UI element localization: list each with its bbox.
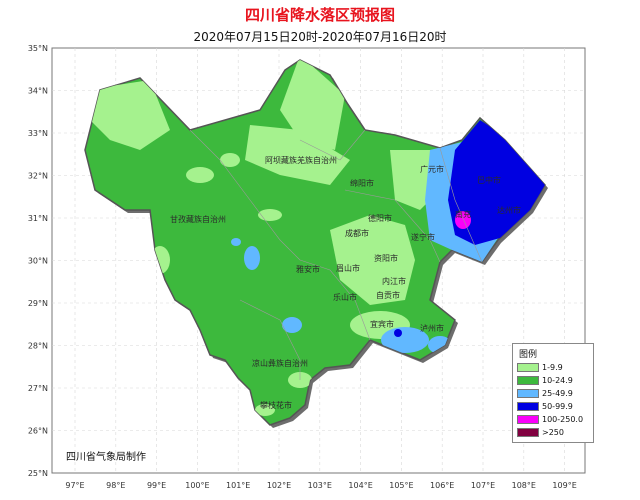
legend-title: 图例 [519, 350, 538, 360]
city-label: 攀枝花市 [260, 400, 292, 410]
lon-tick-label: 101°E [226, 481, 250, 490]
legend-swatch [517, 401, 539, 411]
legend-item: 1-9.9 [517, 362, 563, 372]
lon-tick-label: 102°E [267, 481, 291, 490]
lat-tick-label: 32°N [28, 172, 48, 181]
lon-tick-label: 99°E [147, 481, 166, 490]
legend-label: 100-250.0 [542, 414, 584, 424]
city-label: 内江市 [382, 276, 406, 286]
lon-tick-label: 108°E [512, 481, 536, 490]
credit-text: 四川省气象局制作 [66, 452, 146, 463]
city-label: 泸州市 [420, 323, 444, 333]
rain-zone-50-99.9 [394, 120, 545, 337]
lon-tick-label: 109°E [552, 481, 576, 490]
lon-tick-label: 98°E [106, 481, 125, 490]
city-label: 自贡市 [376, 290, 400, 300]
lon-tick-label: 100°E [185, 481, 209, 490]
lon-tick-label: 106°E [430, 481, 454, 490]
city-label: 凉山彝族自治州 [252, 358, 308, 368]
city-label: 雅安市 [296, 264, 320, 274]
latitude-ticks: 35°N 34°N 33°N 32°N 31°N 30°N 29°N 28°N 27°N 26°N… [28, 44, 48, 478]
legend-swatch [517, 388, 539, 398]
legend-swatch [517, 427, 539, 437]
city-label: 成都市 [345, 228, 369, 238]
lat-tick-label: 26°N [28, 427, 48, 436]
city-label: 遂宁市 [411, 232, 435, 242]
lat-tick-label: 31°N [28, 214, 48, 223]
lon-tick-label: 104°E [348, 481, 372, 490]
city-label: 乐山市 [333, 292, 357, 302]
lat-tick-label: 30°N [28, 257, 48, 266]
lon-tick-label: 97°E [65, 481, 84, 490]
rain-zone-100-250 [455, 211, 471, 229]
legend-swatch [517, 362, 539, 372]
lat-tick-label: 34°N [28, 87, 48, 96]
city-label: 德阳市 [368, 213, 392, 223]
city-label: 阿坝藏族羌族自治州 [265, 155, 337, 165]
lat-tick-label: 29°N [28, 299, 48, 308]
legend: 图例 1-9.9 10-24.9 25-49.9 50-99.9 100-250.0 >2… [512, 343, 594, 443]
city-label: 绵阳市 [350, 178, 374, 188]
lat-tick-label: 35°N [28, 44, 48, 53]
city-label: 广元市 [420, 164, 444, 174]
lat-tick-label: 28°N [28, 342, 48, 351]
legend-item: 10-24.9 [517, 375, 573, 385]
map-title: 四川省降水落区预报图 [244, 6, 395, 24]
lat-tick-label: 33°N [28, 129, 48, 138]
city-label: 甘孜藏族自治州 [170, 214, 226, 224]
legend-item: 100-250.0 [517, 414, 583, 424]
legend-swatch [517, 375, 539, 385]
city-label: 达州市 [497, 205, 521, 215]
map-subtitle: 2020年07月15日20时-2020年07月16日20时 [193, 30, 447, 44]
legend-item: 25-49.9 [517, 388, 573, 398]
lat-tick-label: 27°N [28, 384, 48, 393]
city-label: 眉山市 [336, 263, 360, 273]
legend-label: 25-49.9 [542, 388, 573, 398]
legend-item: 50-99.9 [517, 401, 573, 411]
legend-label: 10-24.9 [542, 375, 573, 385]
city-label: 南充 [455, 209, 471, 219]
lon-tick-label: 105°E [389, 481, 413, 490]
lat-tick-label: 25°N [28, 469, 48, 478]
longitude-ticks: 97°E 98°E 99°E 100°E 101°E 102°E 103°E 104°E 105… [65, 481, 576, 490]
city-label: 宜宾市 [370, 319, 394, 329]
legend-swatch [517, 414, 539, 424]
legend-label: 50-99.9 [542, 401, 573, 411]
legend-label: 1-9.9 [542, 362, 563, 372]
rain-zone-1-9.9 [85, 60, 440, 416]
legend-label: >250 [542, 427, 564, 437]
lon-tick-label: 107°E [471, 481, 495, 490]
lon-tick-label: 103°E [308, 481, 332, 490]
legend-item: >250 [517, 427, 564, 437]
city-label: 资阳市 [374, 253, 398, 263]
prefecture-boundaries [189, 129, 483, 380]
city-label: 巴中市 [477, 175, 501, 185]
